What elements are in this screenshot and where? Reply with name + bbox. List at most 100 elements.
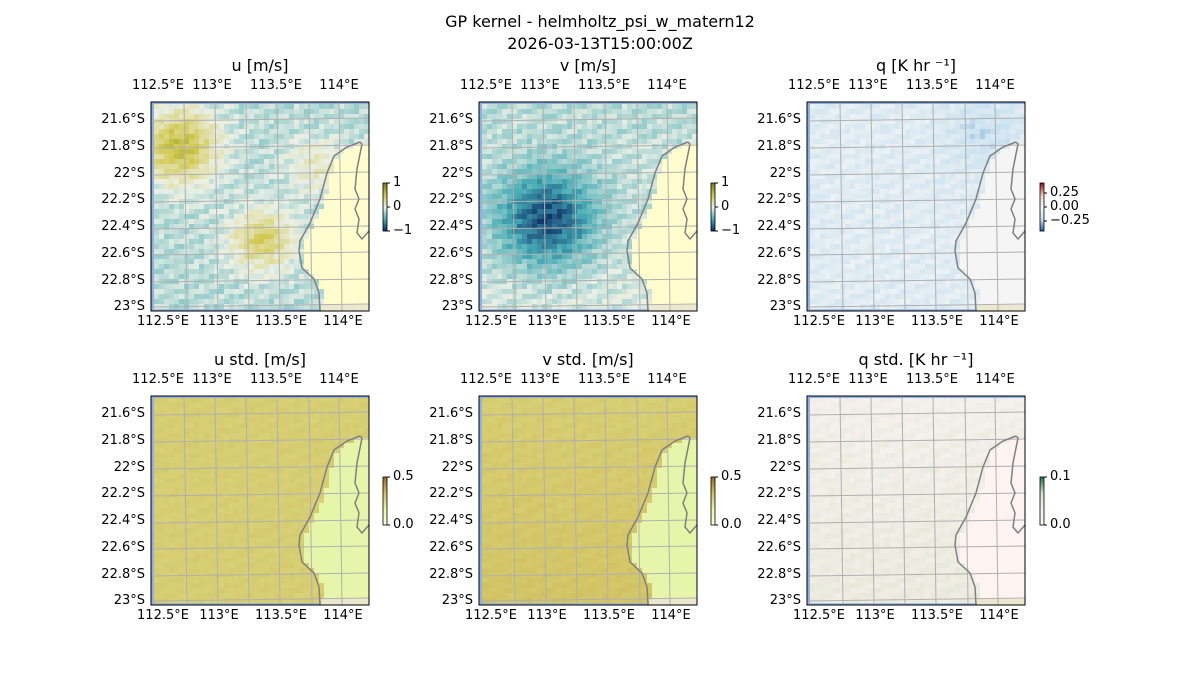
heatmap-cell [502, 194, 508, 200]
heatmap-cell [517, 289, 523, 295]
heatmap-cell [607, 284, 613, 290]
heatmap-cell [219, 169, 225, 175]
heatmap-cell [209, 249, 215, 255]
heatmap-cell [289, 159, 295, 165]
heatmap-cell [960, 234, 966, 240]
heatmap-cell [602, 174, 608, 180]
heatmap-cell [349, 134, 355, 140]
heatmap-cell [865, 239, 871, 245]
heatmap-cell [344, 219, 350, 225]
heatmap-cell [825, 109, 831, 115]
heatmap-cell [527, 209, 533, 215]
heatmap-cell [199, 154, 205, 160]
heatmap-cell [354, 114, 360, 120]
heatmap-cell [577, 254, 583, 260]
heatmap-cell [219, 209, 225, 215]
heatmap-cell [234, 124, 240, 130]
colorbar-segment [711, 217, 715, 219]
heatmap-cell [895, 114, 901, 120]
heatmap-cell [547, 304, 553, 310]
heatmap-cell [239, 179, 245, 185]
heatmap-cell [557, 134, 563, 140]
gridline-lat [478, 117, 698, 122]
gridline-lat [150, 171, 370, 176]
heatmap-cell [577, 199, 583, 205]
heatmap-cell [487, 269, 493, 275]
heatmap-cell [184, 189, 190, 195]
heatmap-cell [652, 299, 658, 305]
heatmap-cell [319, 239, 325, 245]
heatmap-cell [622, 279, 628, 285]
heatmap-cell [647, 114, 653, 120]
heatmap-cell [692, 144, 698, 150]
heatmap-cell [159, 179, 165, 185]
heatmap-cell [592, 254, 598, 260]
heatmap-cell [602, 299, 608, 305]
heatmap-cell [174, 269, 180, 275]
heatmap-cell [855, 189, 861, 195]
heatmap-cell [667, 144, 673, 150]
heatmap-cell [965, 129, 971, 135]
heatmap-cell [159, 229, 165, 235]
heatmap-cell [662, 289, 668, 295]
heatmap-cell [587, 274, 593, 280]
heatmap-cell [219, 259, 225, 265]
heatmap-cell [502, 209, 508, 215]
heatmap-cell [239, 104, 245, 110]
heatmap-cell [527, 294, 533, 300]
heatmap-cell [507, 254, 513, 260]
heatmap-cell [617, 299, 623, 305]
heatmap-cell [642, 194, 648, 200]
heatmap-cell [184, 174, 190, 180]
heatmap-cell [965, 219, 971, 225]
heatmap-cell [289, 149, 295, 155]
heatmap-cell [184, 129, 190, 135]
heatmap-cell [354, 119, 360, 125]
heatmap-cell [259, 169, 265, 175]
heatmap-cell [204, 259, 210, 265]
colorbar-segment [711, 197, 715, 199]
heatmap-cell [517, 169, 523, 175]
heatmap-cell [229, 189, 235, 195]
heatmap-cell [860, 169, 866, 175]
heatmap-cell [209, 264, 215, 270]
heatmap-cell [194, 274, 200, 280]
heatmap-cell [269, 304, 275, 310]
heatmap-cell [179, 194, 185, 200]
heatmap-cell [517, 104, 523, 110]
heatmap-cell [264, 224, 270, 230]
colorbar-segment [711, 183, 715, 185]
heatmap-cell [219, 274, 225, 280]
colorbar-segment [711, 212, 715, 214]
gridline-lon [338, 101, 343, 312]
heatmap-cell [184, 204, 190, 210]
heatmap-cell [1005, 214, 1011, 220]
heatmap-cell [920, 104, 926, 110]
heatmap-cell [209, 144, 215, 150]
heatmap-cell [234, 299, 240, 305]
heatmap-cell [567, 139, 573, 145]
heatmap-cell [930, 204, 936, 210]
heatmap-cell [990, 229, 996, 235]
colorbar-segment [711, 196, 715, 198]
heatmap-cell [199, 179, 205, 185]
heatmap-cell [349, 269, 355, 275]
colorbar-segment [711, 224, 715, 226]
heatmap-cell [965, 119, 971, 125]
heatmap-cell [667, 159, 673, 165]
heatmap-cell [487, 224, 493, 230]
heatmap-cell [607, 134, 613, 140]
heatmap-cell [562, 259, 568, 265]
heatmap-cell [597, 124, 603, 130]
heatmap-cell [597, 194, 603, 200]
heatmap-cell [835, 134, 841, 140]
heatmap-cell [870, 104, 876, 110]
heatmap-cell [487, 264, 493, 270]
heatmap-cell [329, 254, 335, 260]
heatmap-cell [299, 184, 305, 190]
heatmap-cell [825, 254, 831, 260]
heatmap-cell [507, 229, 513, 235]
heatmap-cell [512, 179, 518, 185]
heatmap-cell [527, 244, 533, 250]
heatmap-cell [339, 174, 345, 180]
